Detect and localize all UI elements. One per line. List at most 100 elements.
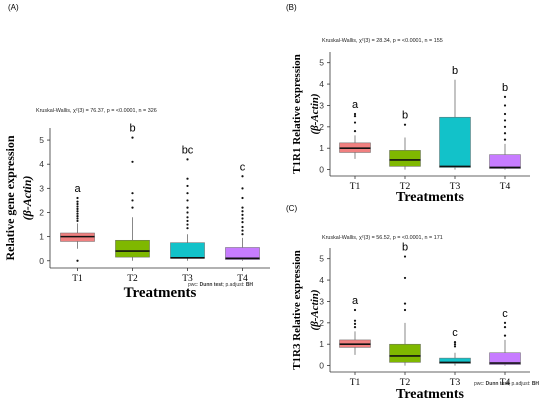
panel-label: (B): [286, 3, 297, 12]
y-tick-label: 5: [39, 135, 44, 145]
outlier-point: [241, 196, 244, 200]
panel-0: (A) Kruskal-Wallis, χ²(3) = 76.37, p = <0…: [3, 3, 270, 301]
y-tick-label: 4: [319, 275, 324, 285]
outlier-point: [503, 104, 507, 107]
box-T3: [439, 357, 471, 364]
y-tick-label: 3: [39, 183, 44, 193]
outlier-point: [76, 200, 79, 203]
outlier-point: [186, 219, 189, 223]
significance-letter: bc: [182, 144, 194, 156]
outlier-point: [186, 199, 189, 202]
x-tick-label: T4: [500, 182, 511, 192]
outlier-point: [353, 322, 357, 325]
y-axis-label: T1R3 Relative expression: [291, 250, 303, 370]
significance-letter: a: [352, 295, 359, 307]
significance-letter: c: [452, 327, 458, 339]
y-tick-label: 4: [39, 159, 44, 169]
outlier-point: [353, 319, 357, 322]
outlier-point: [353, 130, 357, 133]
outlier-point: [503, 138, 507, 141]
outlier-point: [131, 160, 134, 163]
y-axis-label: Relative gene expression: [3, 135, 17, 260]
y-tick-label: 3: [319, 100, 324, 110]
outlier-point: [76, 212, 79, 215]
outlier-point: [503, 119, 507, 122]
outlier-point: [76, 217, 79, 220]
x-tick-label: T1: [72, 274, 83, 284]
outlier-point: [186, 177, 189, 180]
outlier-point: [186, 216, 189, 219]
footnote-part: Dunn test: [486, 381, 509, 387]
panel-1: (B) Kruskal-Wallis, χ²(3) = 28.34, p = <0…: [286, 3, 530, 205]
x-tick-label: T4: [500, 378, 511, 388]
y-axis-label-2: (β-Actin): [309, 289, 321, 330]
box-T2: [389, 343, 421, 363]
significance-letter: b: [502, 82, 508, 94]
outlier-point: [353, 121, 357, 124]
outlier-point: [503, 95, 507, 98]
y-tick-label: 5: [319, 254, 324, 264]
x-tick-label: T3: [450, 182, 461, 192]
pairwise-footnote: pwc: Dunn test; p.adjust: BH: [188, 282, 253, 288]
y-tick-label: 3: [319, 296, 324, 306]
outlier-point: [186, 227, 189, 230]
x-tick-label: T3: [450, 378, 461, 388]
significance-letter: a: [352, 99, 359, 111]
outlier-point: [131, 136, 134, 139]
box-T4: [489, 154, 521, 169]
outlier-point: [503, 125, 507, 128]
outlier-point: [453, 345, 457, 348]
y-tick-label: 1: [319, 339, 324, 349]
outlier-point: [241, 210, 244, 213]
outlier-point: [76, 219, 79, 223]
x-axis-label: Treatments: [124, 285, 197, 301]
outlier-point: [131, 192, 134, 195]
outlier-point: [453, 340, 457, 344]
outlier-point: [186, 223, 189, 226]
outlier-point: [241, 229, 244, 232]
significance-letter: b: [402, 242, 408, 254]
box-T4: [489, 352, 521, 365]
x-tick-label: T1: [350, 182, 361, 192]
y-tick-label: 2: [39, 207, 44, 217]
outlier-point: [241, 225, 244, 229]
outlier-point: [76, 196, 79, 200]
pairwise-footnote: pwc: Dunn test; p.adjust: BH: [474, 381, 539, 387]
footnote-part: ; p.adjust:: [509, 381, 532, 387]
outlier-point: [186, 184, 189, 188]
box-T3: [170, 242, 205, 259]
outlier-point: [76, 259, 79, 262]
stat-test-label: Kruskal-Wallis, χ²(3) = 28.34, p = <0.00…: [322, 38, 443, 44]
y-tick-label: 0: [39, 256, 44, 266]
footnote-part: pwc:: [188, 282, 200, 288]
y-tick-label: 1: [39, 232, 44, 242]
outlier-point: [241, 175, 244, 178]
panel-2: (C) Kruskal-Wallis, χ²(3) = 56.52, p = <0…: [286, 204, 539, 402]
significance-letter: b: [402, 110, 408, 122]
outlier-point: [76, 215, 79, 218]
outlier-point: [186, 211, 189, 214]
x-tick-label: T3: [182, 274, 193, 284]
outlier-point: [241, 213, 244, 216]
footnote-part: ; p.adjust:: [223, 282, 246, 288]
footnote-part: BH: [532, 381, 540, 387]
outlier-point: [241, 217, 244, 220]
outlier-point: [503, 334, 507, 337]
y-axis-label-2: (β-Actin): [20, 176, 34, 221]
outlier-point: [403, 308, 407, 312]
significance-letter: a: [74, 183, 81, 195]
outlier-point: [403, 276, 407, 280]
outlier-point: [453, 343, 457, 346]
outlier-point: [353, 326, 357, 329]
outlier-point: [186, 206, 189, 209]
outlier-point: [503, 326, 507, 329]
outlier-point: [503, 321, 507, 324]
outlier-point: [241, 206, 244, 209]
outlier-point: [403, 302, 407, 305]
outlier-point: [131, 199, 134, 202]
significance-letter: c: [240, 161, 246, 173]
outlier-point: [353, 115, 357, 118]
y-tick-label: 5: [319, 58, 324, 68]
outlier-point: [186, 192, 189, 195]
